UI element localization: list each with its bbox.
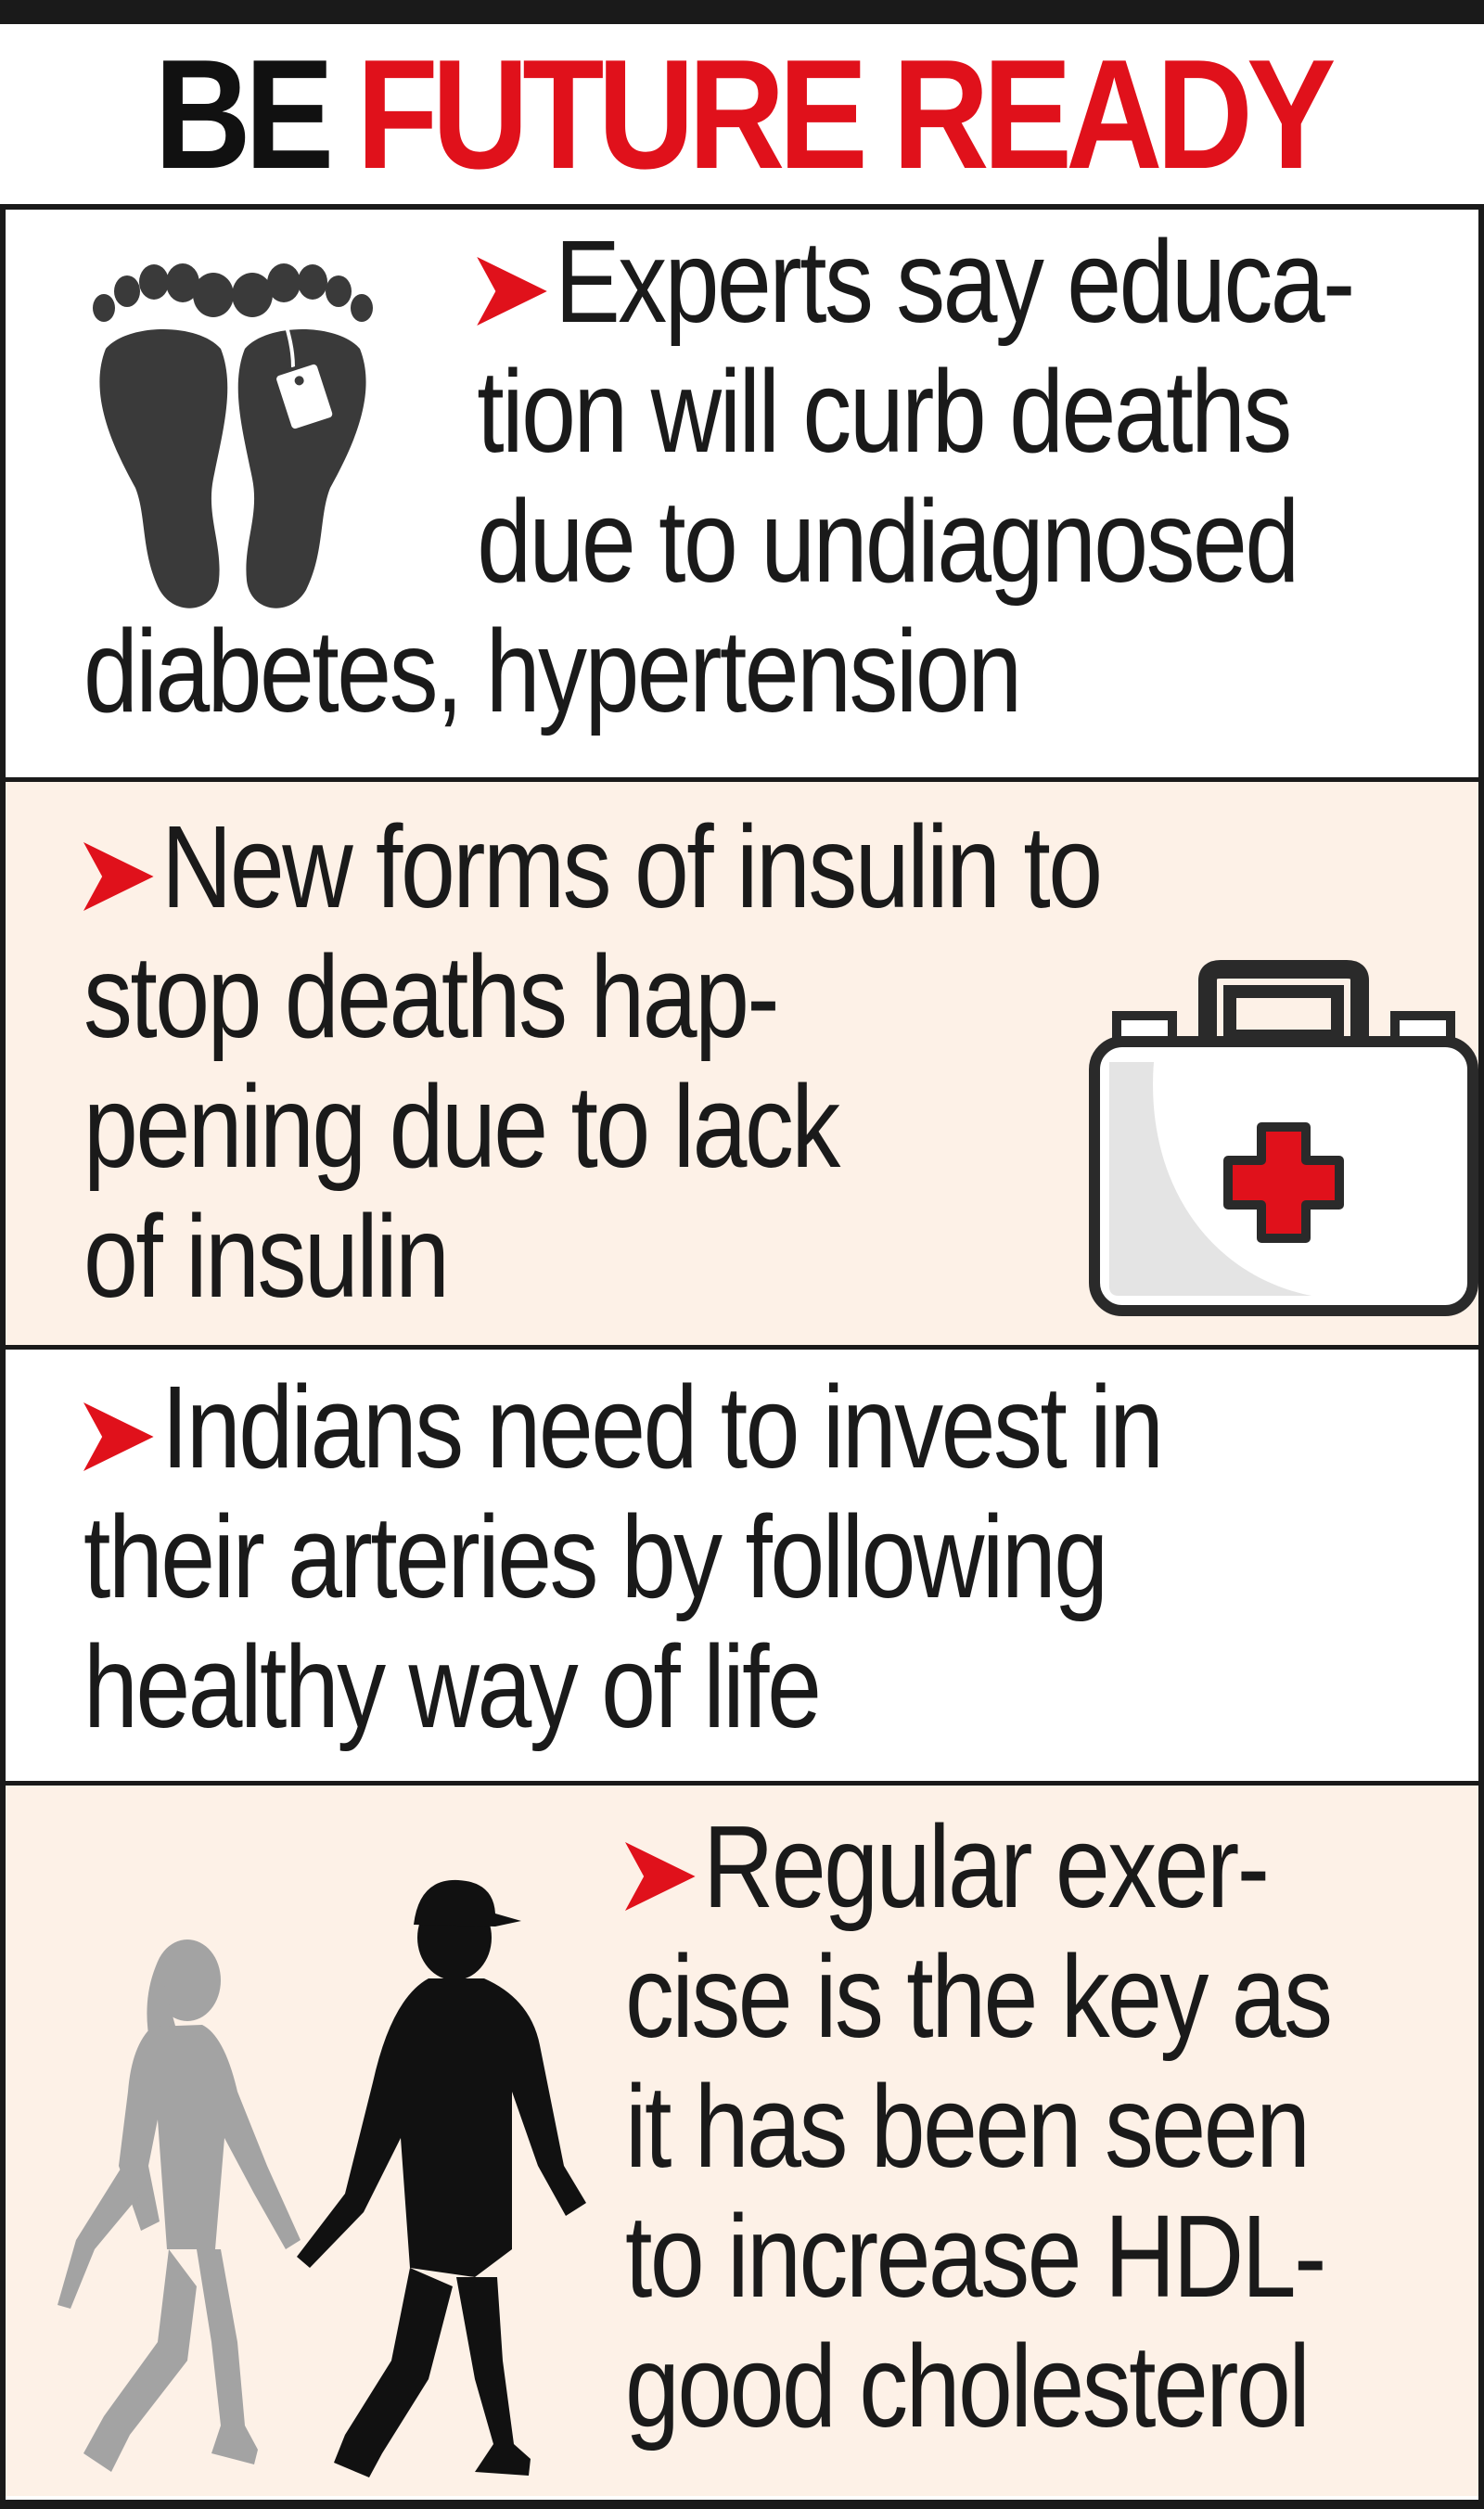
- bullet-line: Regular exer-: [703, 1801, 1270, 1932]
- bullet-line: their arteries by following: [83, 1491, 1108, 1622]
- content-frame: [0, 204, 1484, 2509]
- bullet-line: stop deaths hap-: [83, 931, 780, 1062]
- panel-education: Experts say educa- tion will curb deaths…: [6, 210, 1478, 777]
- red-arrow-icon: [477, 256, 547, 326]
- bullet-line: good cholesterol: [625, 2321, 1311, 2451]
- panel-text: Experts say educa- tion will curb deaths…: [83, 216, 1355, 736]
- footprints-with-toe-tag-icon: [50, 237, 412, 608]
- title-word-future-ready: FUTURE READY: [356, 27, 1336, 201]
- bullet-line: Experts say educa-: [555, 216, 1355, 347]
- red-arrow-icon: [83, 1402, 154, 1471]
- panel-insulin: New forms of insulin to stop deaths hap-…: [6, 777, 1478, 1345]
- title-word-be: BE: [154, 27, 334, 201]
- panel-text: Regular exer- cise is the key as it has …: [625, 1801, 1333, 2451]
- bullet-line: it has been seen: [625, 2061, 1311, 2192]
- bullet-line: to increase HDL-: [625, 2191, 1326, 2322]
- bullet-line: New forms of insulin to: [161, 801, 1103, 932]
- panel-arteries: Indians need to invest in their arteries…: [6, 1345, 1478, 1781]
- walking-couple-icon: [39, 1860, 595, 2490]
- bullet-line: diabetes, hypertension: [83, 606, 1022, 736]
- bullet-line: of insulin: [83, 1191, 450, 1322]
- first-aid-kit-icon: [1089, 960, 1478, 1322]
- panel-text: New forms of insulin to stop deaths hap-…: [83, 801, 1103, 1322]
- panel-exercise: Regular exer- cise is the key as it has …: [6, 1781, 1478, 2496]
- bullet-line: tion will curb deaths: [477, 346, 1292, 477]
- red-arrow-icon: [83, 841, 154, 911]
- bullet-line: due to undiagnosed: [477, 476, 1299, 607]
- bullet-line: healthy way of life: [83, 1621, 822, 1752]
- bullet-line: Indians need to invest in: [161, 1362, 1164, 1492]
- red-arrow-icon: [625, 1841, 696, 1911]
- panel-text: Indians need to invest in their arteries…: [83, 1362, 1164, 1752]
- page-title: BE FUTURE READY: [104, 24, 1380, 204]
- bullet-line: pening due to lack: [83, 1061, 840, 1192]
- top-rule: [0, 0, 1484, 24]
- bullet-line: cise is the key as: [625, 1931, 1333, 2062]
